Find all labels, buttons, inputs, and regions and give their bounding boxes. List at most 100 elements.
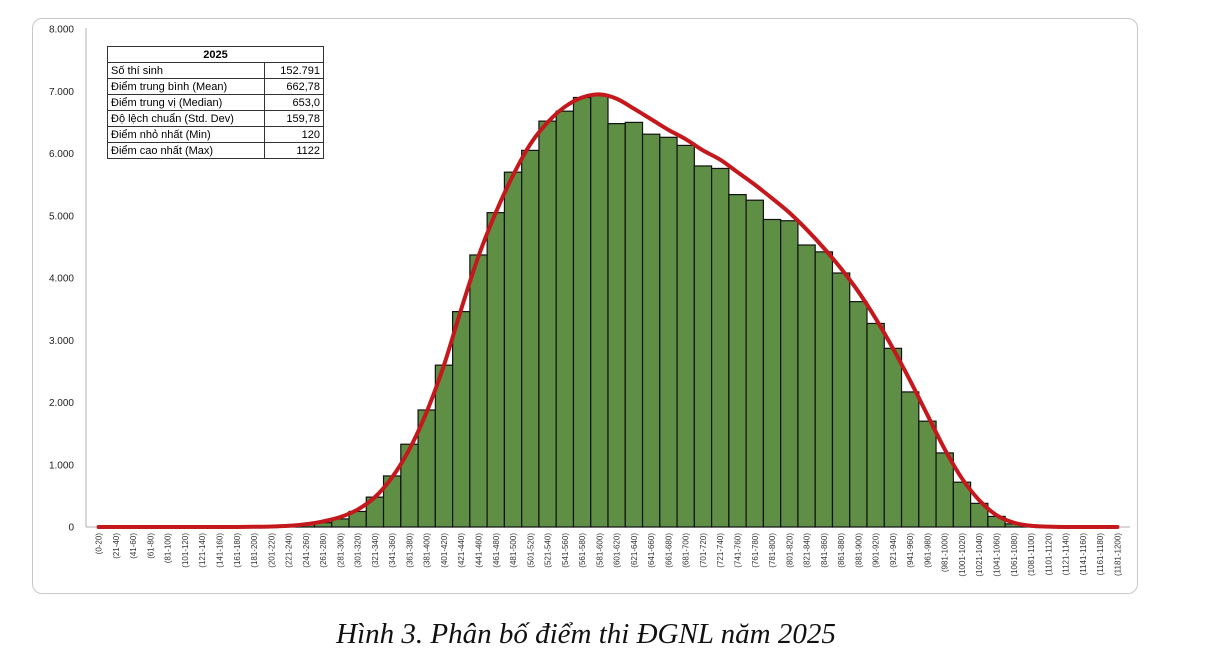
stats-row-median: Điểm trung vị (Median) 653,0 [107, 94, 324, 111]
x-tick-label: (581-600) [595, 533, 604, 568]
x-tick-label: (761-780) [751, 533, 760, 568]
x-tick-label: (301-320) [354, 533, 363, 568]
x-tick-label: (1061-1080) [1010, 533, 1019, 577]
bar [538, 120, 557, 528]
bar [762, 218, 782, 528]
x-tick-label: (1001-1020) [958, 533, 967, 577]
x-tick-label: (121-140) [198, 533, 207, 568]
bar [918, 420, 937, 528]
x-tick-label: (961-980) [923, 533, 932, 568]
bar [745, 199, 765, 528]
y-tick-label: 3.000 [49, 336, 74, 347]
bar [728, 193, 747, 528]
x-tick-label: (1181-1200) [1113, 533, 1122, 576]
x-tick-label: (821-840) [803, 533, 812, 568]
x-tick-label: (661-680) [664, 533, 673, 568]
x-tick-label: (541-560) [561, 533, 570, 568]
x-tick-label: (1041-1060) [993, 533, 1002, 577]
stats-row-count: Số thí sinh 152.791 [107, 62, 324, 79]
x-tick-label: (981-1000) [941, 533, 950, 572]
x-tick-label: (501-520) [526, 533, 535, 568]
stats-row-stddev: Độ lệch chuẩn (Std. Dev) 159,78 [107, 110, 324, 127]
bar [521, 149, 540, 528]
x-tick-label: (381-400) [423, 533, 432, 568]
x-tick-label: (881-900) [854, 533, 863, 568]
x-tick-label: (901-920) [872, 533, 881, 568]
stats-label: Độ lệch chuẩn (Std. Dev) [107, 110, 265, 127]
bar [659, 136, 678, 528]
x-tick-label: (101-120) [181, 533, 190, 568]
y-tick-label: 7.000 [49, 87, 74, 98]
x-tick-label: (601-620) [613, 533, 622, 568]
x-tick-label: (441-460) [475, 533, 484, 568]
x-tick-label: (681-700) [682, 533, 691, 568]
y-tick-label: 5.000 [49, 211, 74, 222]
x-tick-label: (861-880) [837, 533, 846, 568]
bar [641, 133, 661, 528]
stats-value: 159,78 [264, 110, 324, 127]
x-tick-label: (801-820) [785, 533, 794, 568]
stats-label: Điểm trung vị (Median) [107, 94, 265, 111]
x-tick-label: (941-960) [906, 533, 915, 568]
distribution-curve [96, 92, 1120, 529]
stats-row-max: Điểm cao nhất (Max) 1122 [107, 142, 324, 159]
stats-row-mean: Điểm trung bình (Mean) 662,78 [107, 78, 324, 95]
x-tick-label: (201-220) [267, 533, 276, 568]
bar [900, 391, 920, 528]
stats-label: Điểm trung bình (Mean) [107, 78, 265, 95]
stats-label: Điểm cao nhất (Max) [107, 142, 265, 159]
x-tick-label: (1081-1100) [1027, 533, 1036, 576]
x-tick-label: (61-80) [146, 533, 155, 559]
x-tick-label: (481-500) [509, 533, 518, 568]
x-tick-label: (401-420) [440, 533, 449, 568]
x-tick-label: (181-200) [250, 533, 259, 568]
bar [572, 96, 592, 528]
bar [780, 220, 799, 528]
x-tick-label: (561-580) [578, 533, 587, 568]
x-tick-label: (721-740) [716, 533, 725, 568]
x-tick-label: (621-640) [630, 533, 639, 568]
stats-table-title: 2025 [107, 46, 324, 63]
bar [849, 301, 868, 528]
bar [883, 347, 903, 528]
bar [452, 311, 471, 528]
x-tick-label: (361-380) [405, 533, 414, 568]
x-tick-label: (281-300) [336, 533, 345, 568]
bar [486, 212, 506, 528]
chart: 0 1.000 2.000 3.000 4.000 5.000 6.000 7.000 8.00… [49, 25, 1130, 577]
stats-value: 653,0 [264, 94, 324, 111]
bar [814, 251, 834, 528]
x-tick-label: (641-660) [647, 533, 656, 568]
bar [969, 502, 989, 528]
y-tick-label: 8.000 [49, 25, 74, 36]
figure-caption: Hình 3. Phân bố điểm thi ĐGNL năm 2025 [336, 618, 836, 650]
x-tick-label: (841-860) [820, 533, 829, 568]
x-tick-label: (421-440) [457, 533, 466, 568]
bar [676, 144, 695, 528]
x-tick-labels: (0-20) (21-40) (41-60) (61-80) (81-100) (101-… [95, 533, 1123, 577]
stats-label: Điểm nhỏ nhất (Min) [107, 126, 265, 143]
x-tick-label: (1121-1140) [1062, 533, 1071, 576]
x-tick-label: (781-800) [768, 533, 777, 568]
x-tick-label: (1141-1160) [1079, 533, 1088, 576]
x-tick-label: (461-480) [492, 533, 501, 568]
x-tick-label: (241-260) [302, 533, 311, 568]
bar [555, 110, 575, 528]
bars [244, 95, 1058, 528]
stats-value: 662,78 [264, 78, 324, 95]
bar [434, 364, 454, 528]
x-tick-label: (261-280) [319, 533, 328, 568]
y-tick-label: 2.000 [49, 398, 74, 409]
y-tick-label: 6.000 [49, 149, 74, 160]
bar [503, 171, 523, 528]
x-tick-label: (701-720) [699, 533, 708, 568]
x-tick-label: (1101-1120) [1044, 533, 1053, 576]
x-tick-label: (21-40) [112, 533, 121, 559]
x-tick-label: (0-20) [95, 533, 104, 555]
x-tick-label: (161-180) [233, 533, 242, 568]
y-tick-label: 1.000 [49, 460, 74, 471]
bar [607, 123, 626, 528]
x-tick-label: (41-60) [129, 533, 138, 559]
stats-value: 1122 [264, 142, 324, 159]
x-tick-label: (921-940) [889, 533, 898, 568]
